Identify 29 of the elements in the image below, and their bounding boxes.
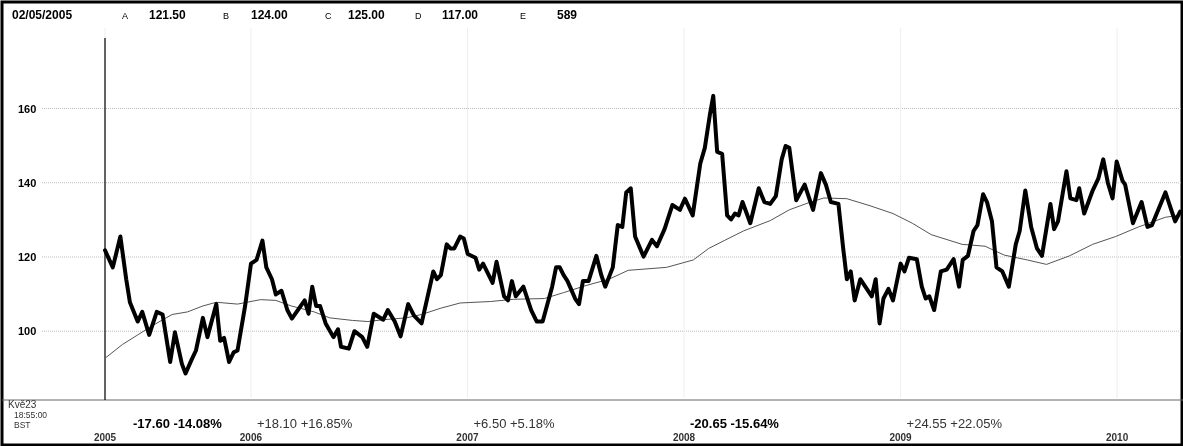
text: -20.65 -15.64% [690,416,780,431]
text: BST [14,420,31,430]
text: 125.00 [348,8,386,22]
text: +18.10 +16.85% [256,416,353,431]
text: 18:55:00 [14,410,48,420]
text: 117.00 [442,8,479,22]
x-tick-label: 2007 [456,432,480,443]
text: E [520,11,527,21]
x-tick-label: 2008 [672,432,696,443]
x-tick-label: 2009 [889,432,913,443]
chart-title: 02/05/2005 [12,8,73,22]
x-tick-label: 2005 [93,432,117,443]
x-tick-label: 2010 [1105,432,1129,443]
text: A [122,11,129,21]
text: 121.50 [149,8,187,22]
text: Kvě23 [8,399,37,410]
y-tick-label: 140 [18,176,37,189]
text: +24.55 +22.05% [906,416,1003,431]
y-tick-label: 160 [18,102,37,115]
y-tick-label: 100 [18,325,37,338]
text: -17.60 -14.08% [133,416,223,431]
x-tick-label: 2006 [239,432,263,443]
text: D [415,11,422,21]
text: 124.00 [251,8,289,22]
text: +6.50 +5.18% [473,416,555,431]
text: B [223,11,230,21]
text: C [325,11,332,21]
text: 589 [557,8,578,22]
y-tick-label: 120 [18,250,37,263]
